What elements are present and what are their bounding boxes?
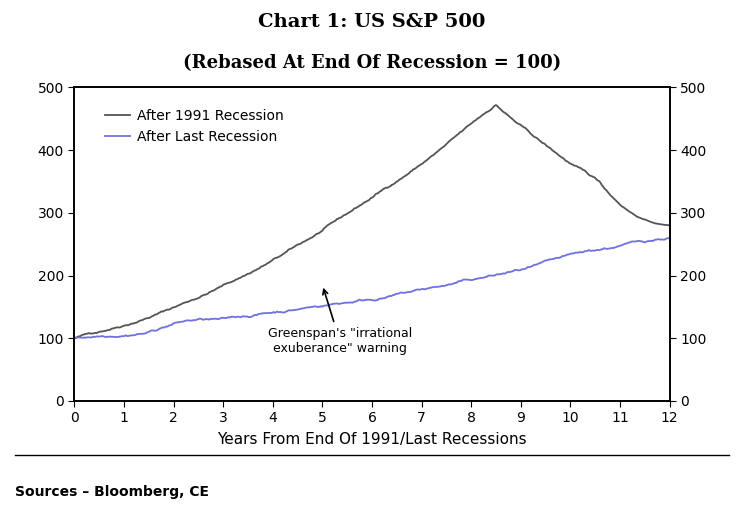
Text: Sources – Bloomberg, CE: Sources – Bloomberg, CE (15, 485, 209, 499)
Legend: After 1991 Recession, After Last Recession: After 1991 Recession, After Last Recessi… (99, 104, 289, 150)
After Last Recession (353, 298, 362, 304)
After Last Recession (70, 335, 79, 341)
After Last Recession (651, 236, 660, 243)
After Last Recession (424, 285, 433, 291)
After 1991 Recession (652, 221, 661, 227)
After Last Recession (665, 235, 674, 241)
X-axis label: Years From End Of 1991/Last Recessions: Years From End Of 1991/Last Recessions (217, 432, 527, 447)
After Last Recession (356, 297, 365, 303)
After 1991 Recession (70, 335, 79, 341)
Line: After 1991 Recession: After 1991 Recession (74, 105, 670, 338)
Text: Greenspan's "irrational
exuberance" warning: Greenspan's "irrational exuberance" warn… (268, 289, 412, 355)
After 1991 Recession (491, 102, 500, 108)
Text: Chart 1: US S&P 500: Chart 1: US S&P 500 (258, 13, 486, 31)
After 1991 Recession (424, 155, 433, 161)
After 1991 Recession (559, 155, 568, 161)
Line: After Last Recession: After Last Recession (74, 238, 670, 338)
After Last Recession (558, 253, 567, 259)
After 1991 Recession (356, 202, 365, 208)
Text: (Rebased At End Of Recession = 100): (Rebased At End Of Recession = 100) (183, 54, 561, 72)
After 1991 Recession (392, 178, 401, 185)
After 1991 Recession (353, 204, 362, 210)
After 1991 Recession (665, 222, 674, 228)
After Last Recession (392, 291, 401, 297)
